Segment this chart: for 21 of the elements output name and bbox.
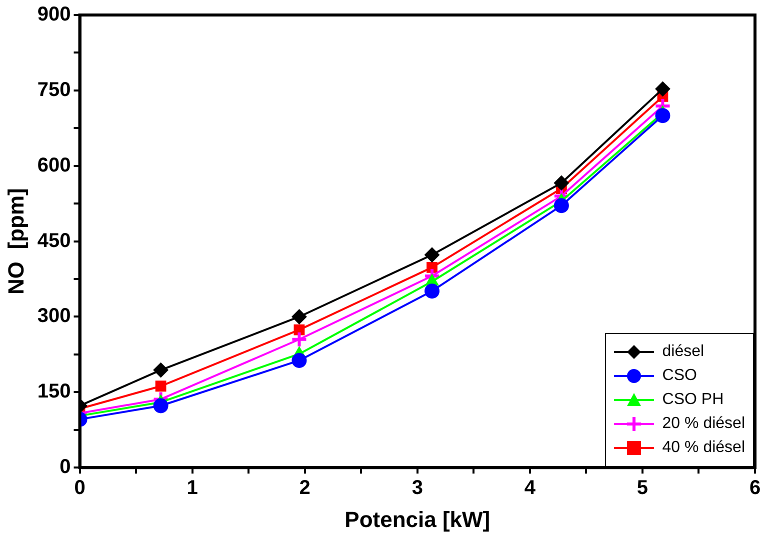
legend-label: 40 % diésel [662, 438, 745, 457]
legend-label: CSO PH [662, 390, 724, 409]
legend-label: CSO [662, 366, 697, 385]
y-tick-label: 900 [37, 4, 71, 26]
x-tick-label: 0 [74, 477, 86, 500]
x-tick-label: 1 [186, 477, 198, 500]
x-tick-label: 3 [412, 477, 423, 500]
y-tick-label: 0 [60, 456, 71, 478]
y-tick-label: 150 [37, 380, 71, 403]
x-tick-label: 2 [299, 477, 310, 500]
x-tick-label: 5 [636, 477, 648, 500]
y-tick-label: 750 [37, 78, 71, 101]
y-tick-label: 300 [37, 305, 71, 328]
x-tick-label: 4 [524, 477, 536, 500]
legend-label: 20 % diésel [662, 414, 745, 433]
y-tick-label: 450 [37, 230, 71, 252]
x-tick-label: 6 [749, 477, 761, 500]
x-axis-title: Potencia [kW] [344, 506, 490, 532]
y-tick-label: 600 [37, 154, 71, 176]
legend-label: diésel [662, 342, 704, 361]
y-axis-title: NO [ppm] [3, 188, 28, 294]
